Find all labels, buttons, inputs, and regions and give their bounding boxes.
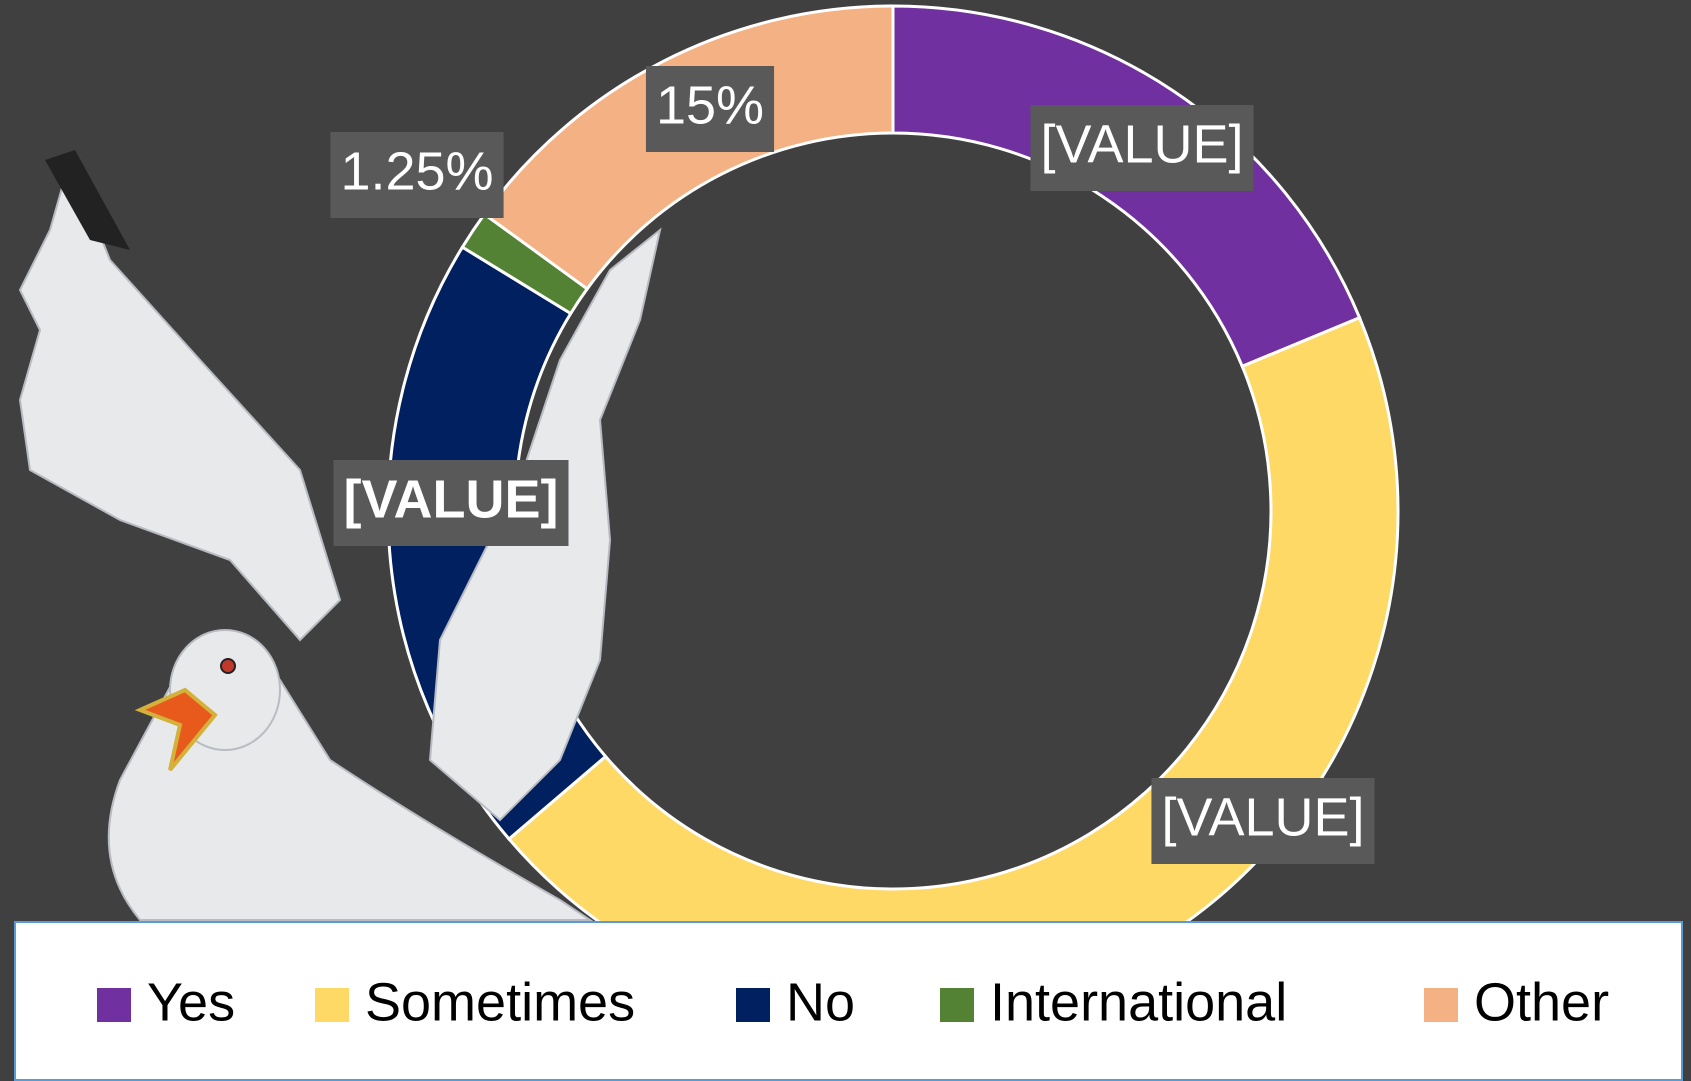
- eye: [220, 658, 236, 674]
- legend-swatch: [315, 988, 349, 1022]
- data-label: [VALUE]: [1161, 787, 1364, 847]
- legend-label: Sometimes: [365, 972, 635, 1032]
- legend: Yes Sometimes No International Other: [97, 972, 1609, 1032]
- data-label-box: [1030, 105, 1254, 191]
- legend-label: Other: [1474, 972, 1609, 1032]
- beak: [134, 687, 218, 772]
- data-label-box: [645, 66, 775, 152]
- seagull-photo: [18, 150, 662, 921]
- legend-label: International: [990, 972, 1287, 1032]
- legend-label: No: [786, 972, 855, 1032]
- data-label: 15%: [656, 75, 764, 135]
- data-label-box: [330, 132, 504, 218]
- data-labels: [VALUE] [VALUE] [VALUE] 1.25% 15%: [330, 66, 1375, 864]
- legend-swatch: [1424, 988, 1458, 1022]
- wing-left: [18, 156, 342, 642]
- data-label-box: [333, 460, 569, 546]
- legend-swatch: [736, 988, 770, 1022]
- wing-tip: [45, 150, 130, 250]
- data-label: 1.25%: [340, 141, 493, 201]
- legend-swatch: [97, 988, 131, 1022]
- legend-label: Yes: [147, 972, 235, 1032]
- legend-box: [14, 921, 1683, 1081]
- data-label: [VALUE]: [344, 469, 559, 529]
- legend-swatch: [940, 988, 974, 1022]
- data-label-box: [1151, 778, 1375, 864]
- data-label: [VALUE]: [1040, 114, 1243, 174]
